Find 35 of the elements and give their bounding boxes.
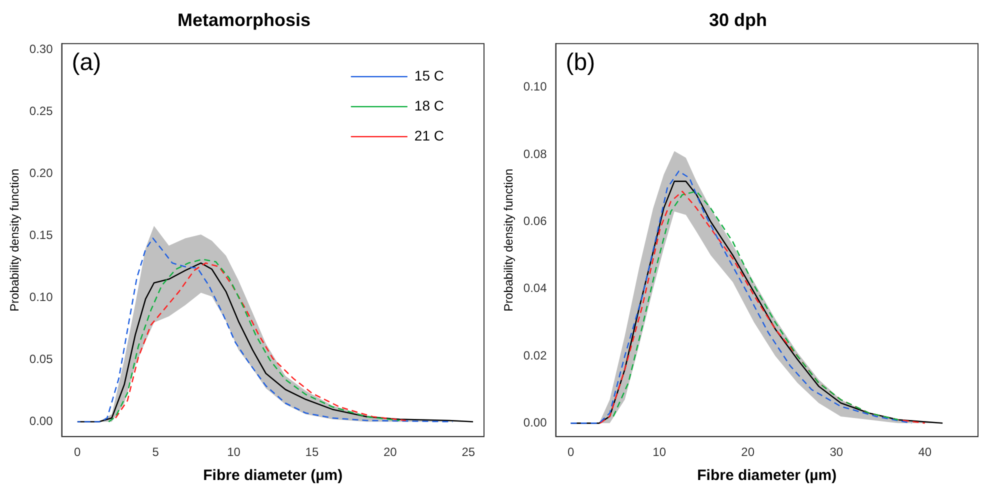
x-tick-label: 20 [741, 445, 755, 460]
legend-label: 21 C [414, 127, 444, 144]
x-axis-title: Fibre diameter (µm) [203, 467, 343, 484]
x-tick-label: 10 [227, 445, 241, 460]
y-tick-label: 0.10 [29, 290, 54, 304]
x-tick-label: 30 [830, 445, 844, 460]
x-tick-label: 5 [152, 445, 160, 460]
chart-title: 30 dph [708, 10, 768, 30]
legend-label: 18 C [414, 97, 444, 114]
annotation: (a) [72, 49, 102, 76]
y-tick-label: 0.10 [523, 80, 548, 94]
y-tick-label: 0.04 [523, 281, 548, 296]
y-tick-label: 0.30 [29, 42, 54, 56]
y-axis-title: Probability density function [8, 168, 22, 312]
x-tick-label: 0 [74, 445, 82, 460]
y-tick-label: 0.20 [29, 166, 54, 180]
y-axis-title: Probability density function [502, 168, 516, 312]
chart-title: Metamorphosis [177, 10, 311, 30]
y-tick-label: 0.06 [523, 214, 548, 228]
x-axis-title: Fibre diameter (µm) [697, 467, 837, 484]
x-tick-label: 0 [567, 445, 574, 460]
y-tick-label: 0.05 [29, 352, 54, 366]
y-tick-label: 0.00 [29, 414, 54, 428]
y-tick-label: 0.08 [523, 146, 548, 161]
x-tick-label: 40 [918, 445, 932, 460]
x-tick-label: 25 [462, 445, 476, 460]
y-tick-label: 0.15 [29, 228, 54, 242]
annotation: (b) [566, 49, 596, 76]
x-tick-label: 10 [652, 445, 666, 460]
y-tick-label: 0.25 [29, 104, 54, 118]
x-tick-label: 20 [383, 445, 398, 460]
x-tick-label: 15 [305, 445, 319, 460]
y-tick-label: 0.02 [523, 348, 548, 362]
y-tick-label: 0.00 [523, 415, 548, 430]
legend-label: 15 C [414, 67, 444, 84]
